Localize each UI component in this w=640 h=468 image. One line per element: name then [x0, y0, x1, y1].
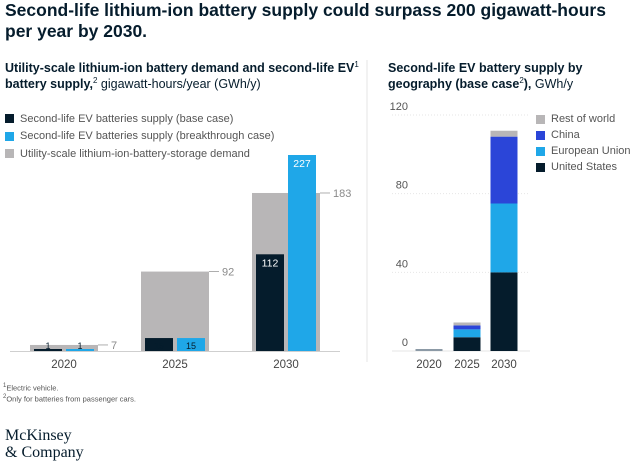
left-x-tick-2025: 2025: [162, 359, 188, 371]
stack-united-states-2030: [490, 272, 518, 351]
legend-label: Rest of world: [551, 113, 616, 125]
left-chart-title-bold-1: Utility-scale lithium-ion battery demand…: [5, 61, 355, 75]
left-x-tick-2020: 2020: [51, 359, 77, 371]
demand-label-2025: 92: [222, 267, 234, 279]
footnote-1-mark: 1: [3, 383, 7, 389]
page-title: Second-life lithium-ion battery supply c…: [5, 0, 606, 41]
footnote-mark-2-right: 2: [519, 75, 524, 85]
legend-item-united-states: United States: [536, 159, 631, 175]
footnotes: 1Electric vehicle. 2Only for batteries f…: [3, 382, 136, 404]
stack-rest-of-world-2025: [453, 322, 481, 326]
right-legend: Rest of world China European Union Unite…: [536, 111, 631, 175]
legend-swatch: [5, 149, 14, 159]
footnote-mark-1: 1: [354, 59, 359, 69]
legend-item-china: China: [536, 127, 631, 143]
right-y-tick-80: 80: [396, 180, 408, 192]
mckinsey-logo: McKinsey & Company: [5, 427, 84, 461]
stack-united-states-2025: [453, 337, 481, 351]
left-chart-title-unit: gigawatt-hours/year (GWh/y): [97, 77, 261, 91]
legend-swatch: [5, 114, 14, 124]
right-chart-title-bold-1: Second-life EV battery supply by geograp…: [388, 61, 583, 91]
footnote-2-text: Only for batteries from passenger cars.: [6, 394, 136, 404]
breakthrough-bar-2030: [288, 155, 316, 351]
legend-item-rest-of-world: Rest of world: [536, 111, 631, 127]
right-y-tick-0: 0: [402, 337, 408, 349]
legend-swatch: [536, 130, 545, 140]
stack-2020-sliver: [415, 349, 443, 351]
left-x-tick-2030: 2030: [273, 359, 299, 371]
right-chart-title: Second-life EV battery supply by geograp…: [388, 60, 638, 92]
right-x-tick-2025: 2025: [454, 359, 480, 371]
legend-label: China: [551, 129, 580, 141]
right-x-tick-2030: 2030: [491, 359, 517, 371]
right-y-tick-120: 120: [390, 101, 408, 113]
footnote-2: 2Only for batteries from passenger cars.: [3, 393, 136, 404]
legend-item-base-case: Second-life EV batteries supply (base ca…: [5, 110, 274, 128]
footnote-1-text: Electric vehicle.: [6, 383, 59, 393]
footnote-2-mark: 2: [3, 394, 7, 400]
right-y-tick-40: 40: [396, 258, 408, 270]
base-case-label-2025: 15: [154, 341, 164, 351]
footnote-mark-2: 2: [92, 75, 98, 85]
legend-item-european-union: European Union: [536, 143, 631, 159]
stack-european-union-2030: [490, 203, 518, 273]
stack-china-2030: [490, 136, 518, 204]
demand-bar-2020: [30, 344, 98, 351]
legend-label: Second-life EV batteries supply (base ca…: [20, 112, 234, 125]
breakthrough-label-2025: 15: [186, 341, 196, 351]
right-chart-title-unit: GWh/y: [531, 77, 574, 91]
base-case-label-2020: 1: [45, 341, 50, 351]
legend-item-storage-demand: Utility-scale lithium-ion-battery-storag…: [5, 145, 274, 163]
logo-line-1: McKinsey: [5, 427, 72, 444]
legend-label: United States: [551, 161, 618, 173]
left-legend: Second-life EV batteries supply (base ca…: [5, 110, 274, 163]
right-chart-title-bold-2: ),: [523, 77, 532, 91]
legend-swatch: [5, 131, 14, 141]
stack-european-union-2025: [453, 329, 481, 338]
footnote-1: 1Electric vehicle.: [3, 382, 136, 393]
left-chart-title-bold-2: battery supply,: [5, 77, 93, 91]
legend-label: European Union: [551, 145, 631, 157]
base-case-label-2030: 112: [262, 257, 279, 269]
legend-label: Second-life EV batteries supply (breakth…: [20, 130, 275, 143]
demand-label-2030: 183: [333, 188, 351, 200]
base-case-bar-2020: [34, 349, 62, 351]
legend-swatch: [536, 162, 545, 172]
base-case-bar-2025: [145, 338, 173, 351]
legend-swatch: [536, 146, 545, 156]
legend-item-breakthrough-case: Second-life EV batteries supply (breakth…: [5, 128, 274, 146]
breakthrough-bar-2020: [66, 349, 94, 351]
right-x-tick-2020: 2020: [416, 359, 442, 371]
left-chart-title: Utility-scale lithium-ion battery demand…: [5, 60, 365, 92]
demand-bar-2025: [141, 271, 209, 351]
breakthrough-bar-2025: [177, 338, 205, 351]
base-case-bar-2030: [256, 254, 284, 351]
legend-swatch: [536, 114, 545, 124]
demand-label-2020: 7: [111, 340, 117, 352]
stack-china-2025: [453, 325, 481, 330]
stack-rest-of-world-2030: [490, 130, 518, 137]
legend-label: Utility-scale lithium-ion-battery-storag…: [20, 147, 250, 160]
logo-line-2: & Company: [5, 444, 84, 461]
breakthrough-label-2030: 227: [293, 158, 311, 170]
breakthrough-label-2020: 1: [77, 341, 82, 351]
